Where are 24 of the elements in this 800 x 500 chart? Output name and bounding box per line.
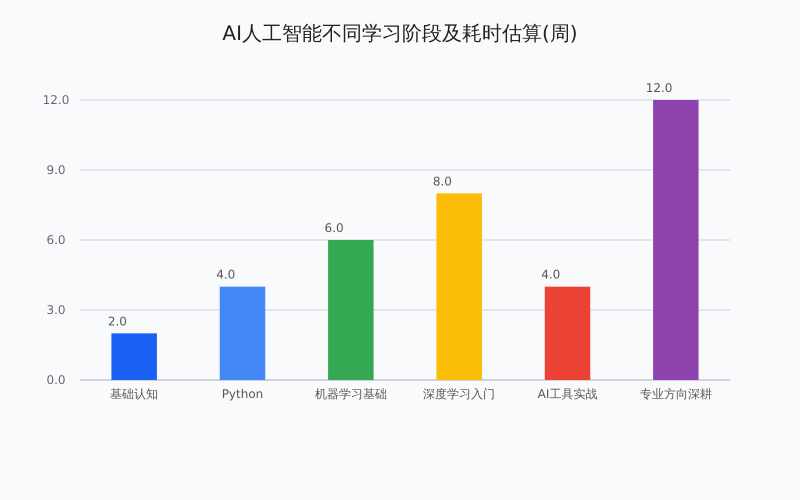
- x-tick-label: Python: [222, 387, 264, 401]
- bar: [653, 100, 699, 380]
- y-tick-label: 12.0: [42, 93, 70, 107]
- bar: [111, 333, 157, 380]
- data-label: 12.0: [646, 81, 672, 95]
- data-label: 8.0: [432, 174, 452, 188]
- y-tick-label: 6.0: [46, 233, 66, 247]
- y-tick-label: 0.0: [46, 373, 66, 387]
- x-tick-label: 机器学习基础: [314, 387, 387, 401]
- bar: [328, 240, 374, 380]
- x-tick-label: 深度学习入门: [423, 387, 496, 401]
- data-label: 4.0: [216, 268, 236, 282]
- bar: [220, 286, 266, 380]
- data-label: 2.0: [108, 314, 127, 328]
- data-label: 4.0: [541, 268, 560, 282]
- x-tick-label: AI工具实战: [538, 387, 598, 401]
- y-tick-label: 9.0: [46, 163, 66, 177]
- y-tick-label: 3.0: [46, 303, 66, 317]
- bar: [544, 286, 590, 380]
- chart-title: AI人工智能不同学习阶段及耗时估算(周): [222, 21, 578, 45]
- data-label: 6.0: [324, 221, 344, 235]
- x-tick-label: 专业方向深耕: [640, 387, 712, 401]
- bar: [436, 193, 482, 380]
- x-tick-label: 基础认知: [110, 387, 158, 401]
